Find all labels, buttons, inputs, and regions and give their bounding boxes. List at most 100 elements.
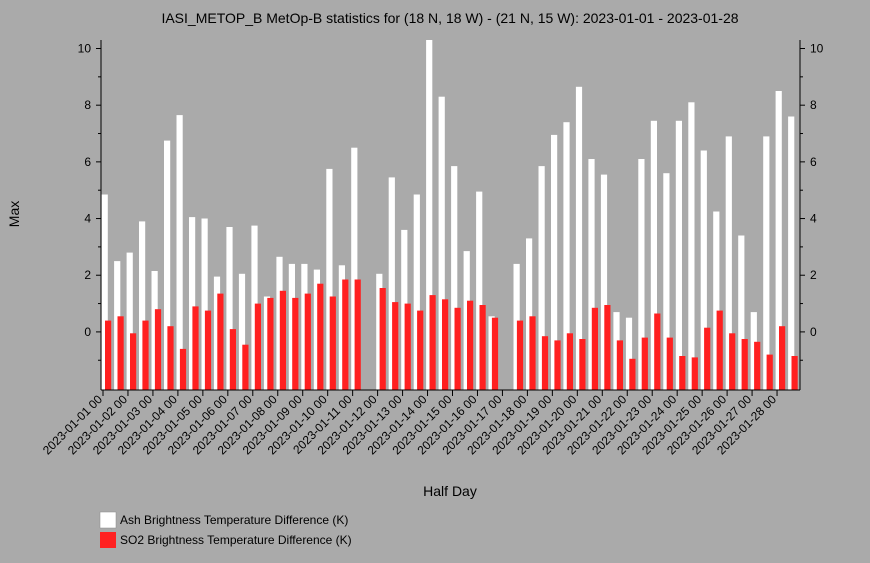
ash-bar: [101, 194, 108, 390]
so2-bar: [392, 302, 399, 390]
y-tick-label-right: 10: [810, 42, 824, 56]
legend-swatch-ash: [99, 511, 117, 529]
ash-bar: [575, 86, 583, 391]
so2-bar: [479, 305, 486, 390]
so2-bar: [741, 339, 748, 390]
so2-bar: [616, 340, 623, 390]
so2-bar: [329, 296, 336, 390]
so2-bar: [491, 317, 499, 390]
ash-bar: [600, 174, 608, 390]
so2-bar: [317, 283, 324, 390]
y-tick-label-right: 8: [810, 98, 817, 112]
ash-bar: [663, 173, 670, 390]
so2-bar: [354, 279, 361, 390]
ash-bar: [238, 273, 246, 390]
ash-bar: [426, 40, 433, 390]
so2-bar: [192, 306, 199, 390]
so2-bar: [654, 313, 661, 390]
ash-bar: [114, 261, 121, 390]
so2-bar: [217, 293, 224, 390]
ash-bar: [775, 91, 782, 390]
so2-bar: [229, 329, 236, 390]
ash-bar: [625, 317, 633, 390]
so2-bar: [554, 340, 561, 390]
y-tick-label-right: 2: [810, 268, 817, 282]
so2-bar: [679, 356, 686, 390]
so2-bar: [105, 320, 112, 390]
so2-bar: [242, 344, 249, 390]
so2-bar: [754, 341, 761, 390]
so2-bar: [604, 305, 611, 390]
so2-bar: [154, 309, 162, 390]
ash-bar: [176, 115, 183, 390]
so2-bar: [142, 320, 149, 390]
y-tick-label: 4: [84, 212, 91, 226]
ash-bar: [126, 252, 133, 390]
so2-bar: [691, 357, 698, 390]
ash-bar: [438, 96, 445, 390]
so2-bar: [579, 339, 586, 390]
ash-bar: [189, 217, 196, 390]
so2-bar: [117, 316, 124, 390]
ash-bar: [713, 211, 720, 390]
so2-bar: [130, 333, 137, 390]
ash-bar: [526, 238, 533, 390]
y-tick-label-right: 6: [810, 155, 817, 169]
so2-bar: [666, 337, 673, 390]
ash-bar: [151, 271, 158, 390]
ash-bar: [338, 265, 345, 390]
so2-bar: [279, 290, 286, 390]
so2-bar: [566, 333, 573, 390]
ash-bar: [139, 221, 146, 390]
so2-bar: [204, 310, 212, 390]
ash-bar: [326, 168, 333, 390]
y-tick-label-right: 4: [810, 212, 817, 226]
so2-bar: [629, 358, 636, 390]
ash-bar: [551, 134, 558, 390]
so2-bar: [342, 279, 349, 390]
legend-swatch-so2: [100, 532, 116, 548]
so2-bar: [454, 307, 461, 390]
ash-bar: [476, 191, 483, 390]
ash-bar: [650, 120, 657, 391]
ash-bar: [213, 276, 221, 390]
ash-bar: [463, 251, 470, 390]
so2-bar: [779, 326, 786, 390]
ash-bar: [451, 166, 458, 390]
ash-bar: [301, 263, 308, 390]
ash-bar: [675, 120, 682, 391]
so2-bar: [729, 333, 736, 390]
ash-bar: [201, 218, 208, 390]
ash-bar: [351, 147, 358, 390]
so2-bar: [766, 354, 773, 390]
ash-bar: [164, 140, 171, 390]
legend-label-ash: Ash Brightness Temperature Difference (K…: [120, 513, 348, 527]
so2-bar: [254, 303, 261, 390]
y-tick-label: 10: [78, 42, 92, 56]
so2-bar: [791, 356, 798, 390]
so2-bar: [516, 320, 524, 390]
so2-bar: [716, 310, 723, 390]
so2-bar: [267, 297, 274, 390]
so2-bar: [292, 297, 299, 390]
so2-bar: [541, 336, 549, 390]
so2-bar: [429, 295, 436, 390]
ash-bar: [401, 229, 408, 390]
ash-bar: [251, 225, 258, 390]
legend: Ash Brightness Temperature Difference (K…: [99, 511, 352, 548]
so2-bar: [167, 326, 174, 390]
so2-bar: [704, 327, 711, 390]
bars-group: [101, 40, 798, 391]
ash-bar: [288, 263, 295, 390]
ash-bar: [700, 150, 707, 390]
ash-bar: [738, 235, 745, 390]
y-axis-label: Max: [6, 201, 22, 227]
ash-bar: [788, 116, 795, 390]
ash-bar: [750, 312, 757, 390]
y-tick-label: 0: [84, 325, 91, 339]
so2-bar: [379, 288, 386, 390]
ash-bar: [513, 263, 520, 390]
so2-bar: [641, 337, 648, 390]
